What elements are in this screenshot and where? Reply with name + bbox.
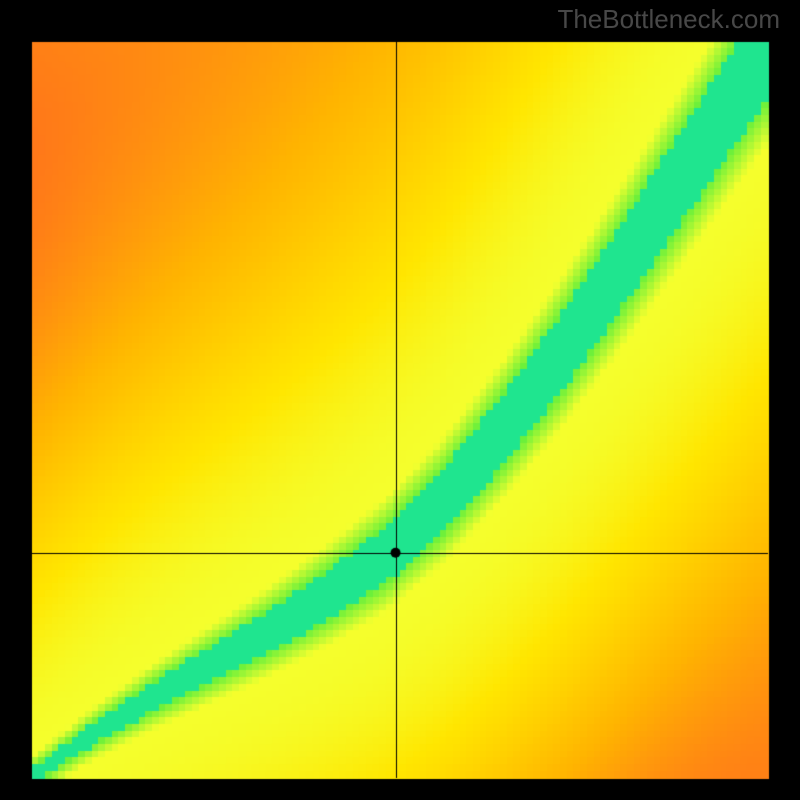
watermark-text: TheBottleneck.com: [557, 4, 780, 35]
bottleneck-heatmap: [0, 0, 800, 800]
